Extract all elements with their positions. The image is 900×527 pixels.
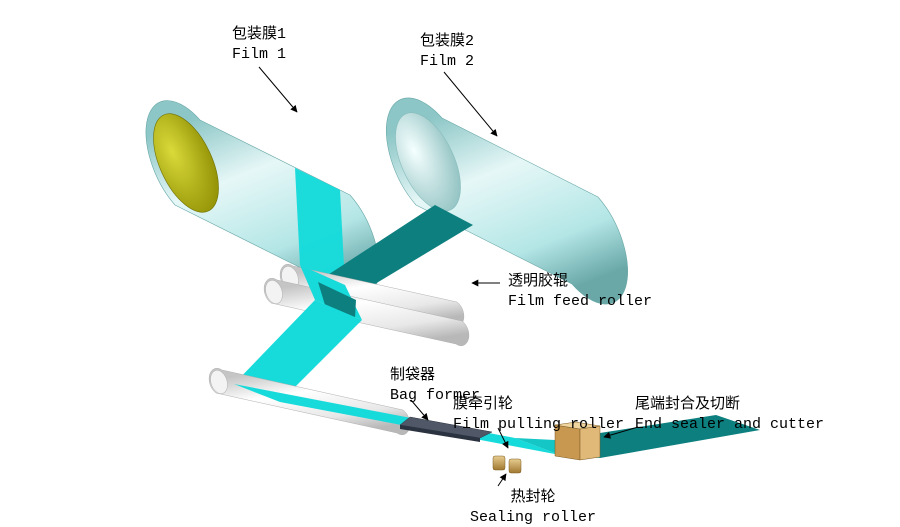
arrow-film1 — [259, 67, 297, 112]
label-pull-zh: 膜牵引轮 — [453, 396, 513, 413]
label-film2-zh: 包装膜2 — [420, 33, 474, 50]
sealing-roller-1 — [493, 456, 505, 470]
packaging-diagram — [0, 0, 900, 522]
label-feed-en: Film feed roller — [508, 293, 652, 310]
arrow-sealing — [498, 474, 506, 486]
label-endseal: 尾端封合及切断 End sealer and cutter — [635, 395, 824, 434]
label-feed-zh: 透明胶辊 — [508, 273, 568, 290]
label-sealing: 热封轮 Sealing roller — [470, 488, 596, 527]
label-film1-en: Film 1 — [232, 46, 286, 63]
label-pull-en: Film pulling roller — [453, 416, 624, 433]
label-seal-zh: 热封轮 — [511, 489, 556, 506]
label-pulling: 膜牵引轮 Film pulling roller — [453, 395, 624, 434]
label-seal-en: Sealing roller — [470, 509, 596, 526]
label-end-en: End sealer and cutter — [635, 416, 824, 433]
label-bag-zh: 制袋器 — [390, 367, 435, 384]
label-film2-en: Film 2 — [420, 53, 474, 70]
sealing-roller-2 — [509, 459, 521, 473]
label-feed: 透明胶辊 Film feed roller — [508, 272, 652, 311]
label-end-zh: 尾端封合及切断 — [635, 396, 740, 413]
label-film1: 包装膜1 Film 1 — [232, 25, 286, 64]
label-film2: 包装膜2 Film 2 — [420, 32, 474, 71]
label-film1-zh: 包装膜1 — [232, 26, 286, 43]
